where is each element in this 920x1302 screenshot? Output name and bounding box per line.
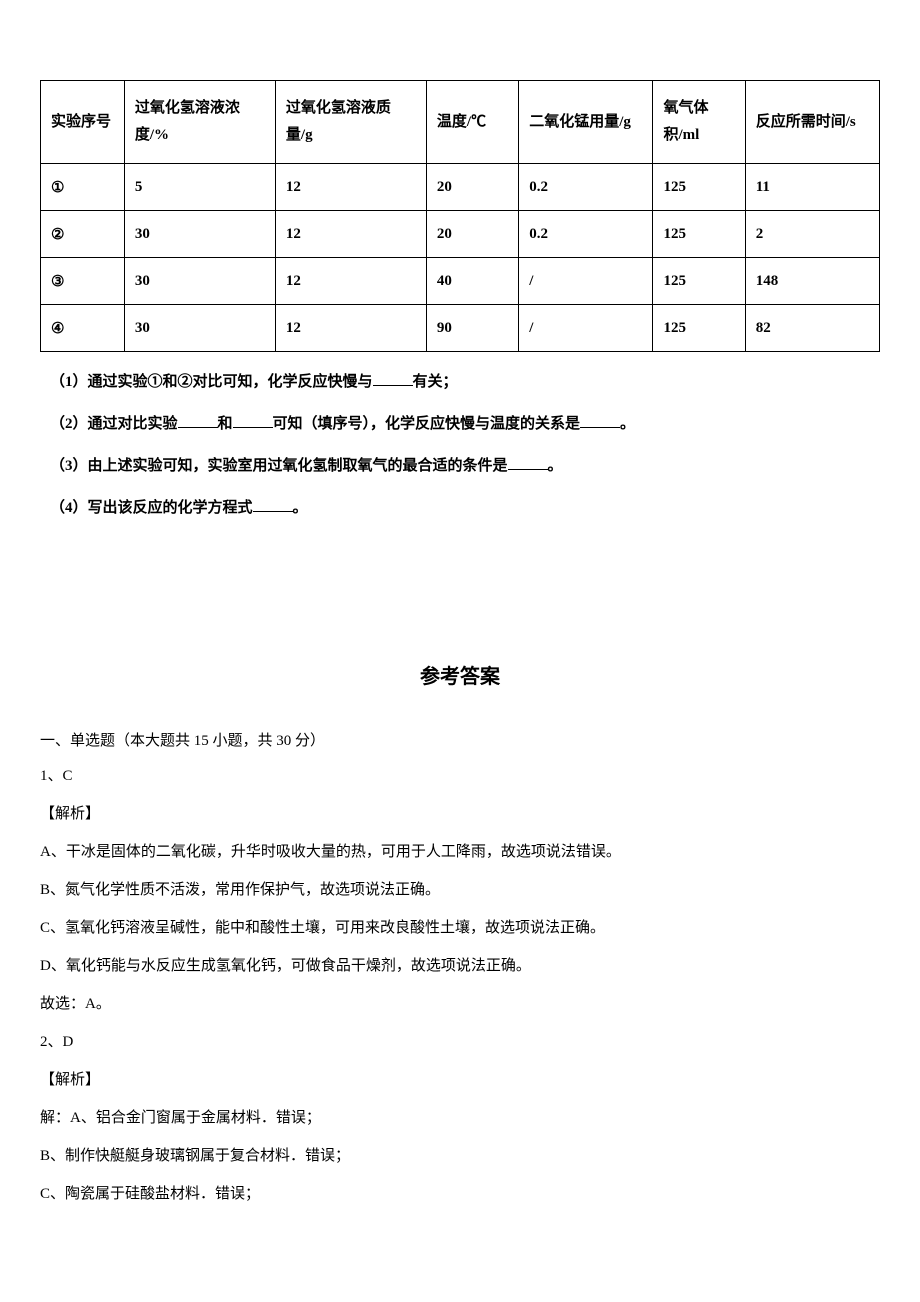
section-header: 一、单选题（本大题共 15 小题，共 30 分） xyxy=(40,729,880,750)
answer-1-num: 1、C xyxy=(40,764,880,788)
blank xyxy=(253,497,293,512)
cell: 11 xyxy=(745,164,879,211)
table-row: ④ 30 12 90 / 125 82 xyxy=(41,305,880,352)
cell: 12 xyxy=(275,305,426,352)
cell: 30 xyxy=(124,305,275,352)
answer-1-line: B、氮气化学性质不活泼，常用作保护气，故选项说法正确。 xyxy=(40,878,880,902)
cell: 148 xyxy=(745,258,879,305)
answer-2-num: 2、D xyxy=(40,1030,880,1054)
cell: 30 xyxy=(124,258,275,305)
answer-1-line: C、氢氧化钙溶液呈碱性，能中和酸性土壤，可用来改良酸性土壤，故选项说法正确。 xyxy=(40,916,880,940)
answer-2-line: 解：A、铝合金门窗属于金属材料．错误； xyxy=(40,1106,880,1130)
cell: ④ xyxy=(41,305,125,352)
q3-text-pre: （3）由上述实验可知，实验室用过氧化氢制取氧气的最合适的条件是 xyxy=(50,458,508,474)
q2-text-post: 。 xyxy=(620,416,635,432)
question-1: （1）通过实验①和②对比可知，化学反应快慢与 有关； xyxy=(50,370,880,394)
q2-text-mid1: 和 xyxy=(218,416,233,432)
answer-2-line: C、陶瓷属于硅酸盐材料．错误； xyxy=(40,1182,880,1206)
col-header-2: 过氧化氢溶液质量/g xyxy=(275,81,426,164)
cell: 12 xyxy=(275,258,426,305)
cell: 125 xyxy=(653,305,745,352)
q1-text-pre: （1）通过实验①和②对比可知，化学反应快慢与 xyxy=(50,374,373,390)
table-row: ③ 30 12 40 / 125 148 xyxy=(41,258,880,305)
cell: ① xyxy=(41,164,125,211)
cell: / xyxy=(519,305,653,352)
col-header-0: 实验序号 xyxy=(41,81,125,164)
col-header-1: 过氧化氢溶液浓度/% xyxy=(124,81,275,164)
cell: / xyxy=(519,258,653,305)
q3-text-post: 。 xyxy=(548,458,563,474)
table-row: ② 30 12 20 0.2 125 2 xyxy=(41,211,880,258)
cell: 0.2 xyxy=(519,164,653,211)
answer-2-label: 【解析】 xyxy=(40,1068,880,1092)
q4-text-post: 。 xyxy=(293,500,308,516)
cell: 40 xyxy=(426,258,518,305)
q2-text-pre: （2）通过对比实验 xyxy=(50,416,178,432)
cell: 125 xyxy=(653,258,745,305)
experiment-table: 实验序号 过氧化氢溶液浓度/% 过氧化氢溶液质量/g 温度/℃ 二氧化锰用量/g… xyxy=(40,80,880,352)
cell: 30 xyxy=(124,211,275,258)
q4-text-pre: （4）写出该反应的化学方程式 xyxy=(50,500,253,516)
q1-text-post: 有关； xyxy=(413,374,458,390)
table-row: ① 5 12 20 0.2 125 11 xyxy=(41,164,880,211)
col-header-4: 二氧化锰用量/g xyxy=(519,81,653,164)
cell: 125 xyxy=(653,164,745,211)
cell: 0.2 xyxy=(519,211,653,258)
col-header-3: 温度/℃ xyxy=(426,81,518,164)
answer-1-line: 故选：A。 xyxy=(40,992,880,1016)
cell: 20 xyxy=(426,164,518,211)
blank xyxy=(373,371,413,386)
cell: 20 xyxy=(426,211,518,258)
answer-1-line: D、氧化钙能与水反应生成氢氧化钙，可做食品干燥剂，故选项说法正确。 xyxy=(40,954,880,978)
cell: 12 xyxy=(275,164,426,211)
cell: 12 xyxy=(275,211,426,258)
col-header-5: 氧气体积/ml xyxy=(653,81,745,164)
cell: 2 xyxy=(745,211,879,258)
blank xyxy=(233,413,273,428)
table-header-row: 实验序号 过氧化氢溶液浓度/% 过氧化氢溶液质量/g 温度/℃ 二氧化锰用量/g… xyxy=(41,81,880,164)
blank xyxy=(580,413,620,428)
answer-1-line: A、干冰是固体的二氧化碳，升华时吸收大量的热，可用于人工降雨，故选项说法错误。 xyxy=(40,840,880,864)
cell: 82 xyxy=(745,305,879,352)
answer-title: 参考答案 xyxy=(40,660,880,689)
question-2: （2）通过对比实验 和 可知（填序号），化学反应快慢与温度的关系是 。 xyxy=(50,412,880,436)
col-header-6: 反应所需时间/s xyxy=(745,81,879,164)
answer-2-line: B、制作快艇艇身玻璃钢属于复合材料．错误； xyxy=(40,1144,880,1168)
q2-text-mid2: 可知（填序号），化学反应快慢与温度的关系是 xyxy=(273,416,581,432)
cell: 125 xyxy=(653,211,745,258)
cell: 90 xyxy=(426,305,518,352)
cell: 5 xyxy=(124,164,275,211)
answer-1-label: 【解析】 xyxy=(40,802,880,826)
blank xyxy=(508,455,548,470)
blank xyxy=(178,413,218,428)
cell: ② xyxy=(41,211,125,258)
question-3: （3）由上述实验可知，实验室用过氧化氢制取氧气的最合适的条件是 。 xyxy=(50,454,880,478)
question-4: （4）写出该反应的化学方程式 。 xyxy=(50,496,880,520)
cell: ③ xyxy=(41,258,125,305)
